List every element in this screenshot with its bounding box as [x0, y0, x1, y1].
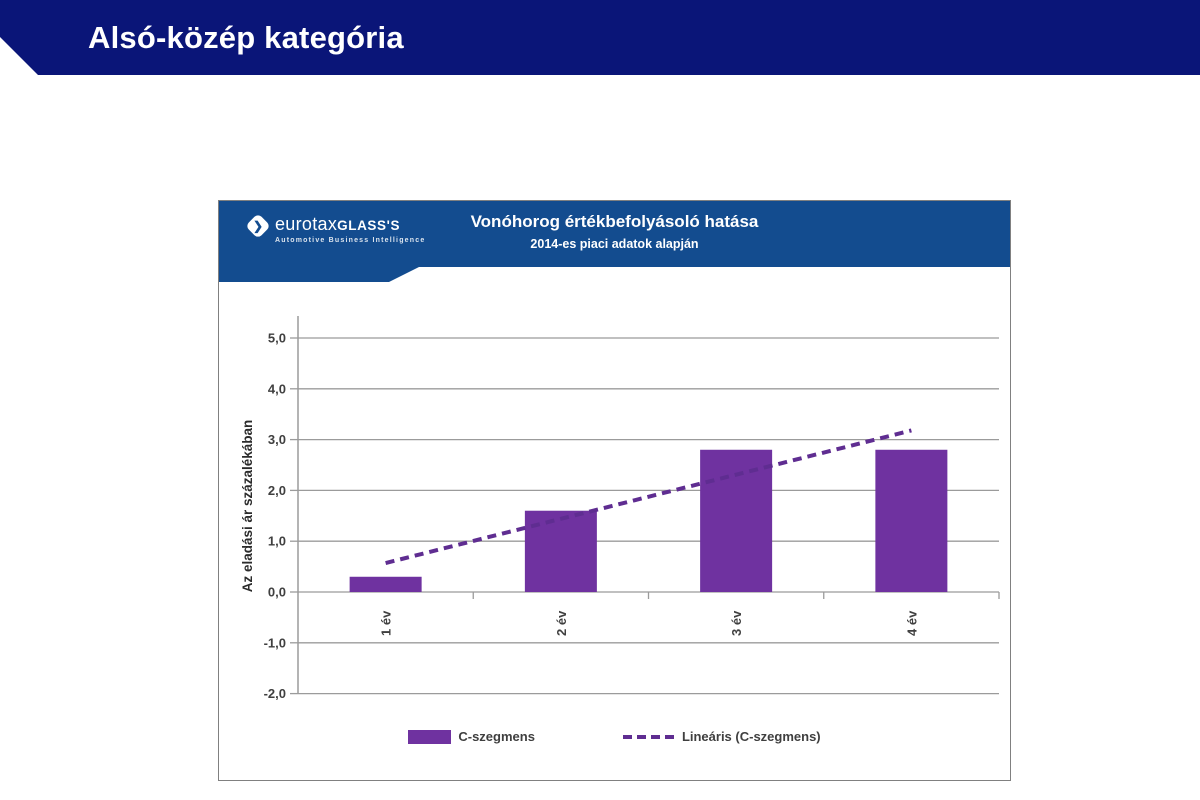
y-axis-title: Az eladási ár százalékában [240, 420, 255, 593]
legend-dash-swatch [622, 734, 675, 739]
x-category-label: 3 év [729, 610, 744, 636]
bar [349, 576, 422, 592]
logo-tagline: Automotive Business Intelligence [275, 237, 426, 244]
y-tick-label: 1,0 [268, 534, 286, 549]
chart-legend: C-szegmens Lineáris (C-szegmens) [219, 729, 1010, 744]
legend-item-linearis: Lineáris (C-szegmens) [622, 729, 821, 744]
bar [700, 449, 773, 592]
y-tick-label: -1,0 [264, 635, 286, 650]
x-category-label: 4 év [904, 610, 919, 636]
logo-text: eurotaxGLASS'S Automotive Business Intel… [275, 214, 425, 244]
logo-brand-bold: GLASS'S [337, 218, 401, 233]
eurotaxglass-logo: ❯ eurotaxGLASS'S Automotive Business Int… [245, 213, 425, 244]
y-tick-label: 5,0 [268, 331, 286, 346]
legend-label-c-szegmens: C-szegmens [458, 729, 535, 744]
chart-subtitle: 2014-es piaci adatok alapján [530, 237, 699, 251]
legend-label-linearis: Lineáris (C-szegmens) [681, 729, 821, 744]
legend-bar-swatch [408, 729, 452, 744]
x-category-label: 2 év [554, 610, 569, 636]
page-title: Alsó-közép kategória [88, 20, 404, 55]
legend-item-c-szegmens: C-szegmens [408, 729, 535, 744]
y-tick-label: 0,0 [268, 585, 286, 600]
chart-title: Vonóhorog értékbefolyásoló hatása [470, 212, 759, 231]
chart-card: ❯ eurotaxGLASS'S Automotive Business Int… [218, 200, 1011, 781]
bar [875, 449, 948, 592]
x-category-label: 1 év [379, 610, 394, 636]
y-tick-label: -2,0 [264, 686, 286, 701]
chart-header: Vonóhorog értékbefolyásoló hatása 2014-e… [219, 212, 1010, 251]
y-tick-label: 4,0 [268, 381, 286, 396]
y-tick-label: 3,0 [268, 432, 286, 447]
logo-brand-light: eurotax [275, 214, 338, 234]
y-tick-label: 2,0 [268, 483, 286, 498]
bar [524, 510, 597, 592]
bar-chart-plot: 5,0 4,0 3,0 2,0 1,0 0,0 -1,0 -2,0 1 év 2 év 3 év 4 … [240, 316, 1000, 701]
slide-header-bar: Alsó-közép kategória [0, 0, 1200, 75]
trend-line [385, 428, 912, 565]
